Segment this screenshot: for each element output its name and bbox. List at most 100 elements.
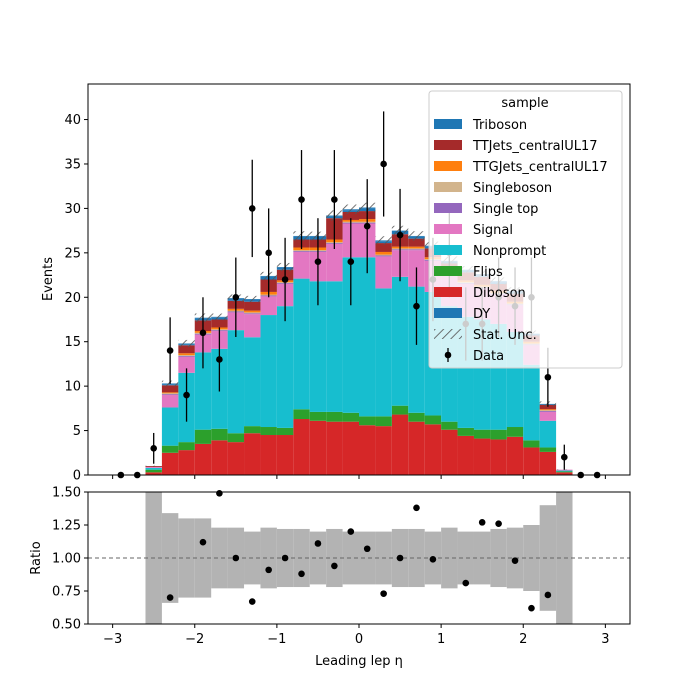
data-point-9 <box>265 208 272 298</box>
bar-Flips-27 <box>556 471 573 473</box>
legend-entry-Flips: Flips <box>434 265 503 280</box>
bar-Signal-27 <box>556 469 573 471</box>
legend-entry-TTGJets_centralUL17: TTGJets_centralUL17 <box>434 160 608 175</box>
bar-Diboson-14 <box>342 421 359 475</box>
bar-Diboson-27 <box>556 472 573 475</box>
stat-unc-band-8 <box>244 295 261 303</box>
bar-Diboson-24 <box>506 436 524 475</box>
ratio-band-6 <box>211 527 228 589</box>
ratio-y-axis: 0.50 0.75 1.00 1.25 1.50 <box>52 486 88 633</box>
ratio-point-10 <box>281 554 289 562</box>
bar-Nonprompt-10 <box>276 306 294 428</box>
bar-Flips-23 <box>490 429 507 440</box>
bar-Signal-16 <box>375 256 392 289</box>
bar-Flips-3 <box>161 445 179 453</box>
bar-Flips-14 <box>342 412 359 422</box>
data-point-27 <box>561 444 568 470</box>
main-y-axis: 0 5 10 15 20 25 30 35 40 <box>64 113 88 484</box>
main-y-tick-label-40: 40 <box>64 113 81 128</box>
svg-text:Data: Data <box>473 349 504 364</box>
bar-Flips-4 <box>178 442 195 451</box>
ratio-panel: 0.50 0.75 1.00 1.25 1.50 −3 −2 −1 0 1 2 3 Ratio Le… <box>29 486 631 669</box>
data-point-4 <box>183 368 190 422</box>
data-point-10 <box>281 237 289 322</box>
bar-Flips-13 <box>326 411 343 422</box>
bar-Flips-12 <box>309 411 327 421</box>
data-point-14 <box>347 218 355 306</box>
bar-Diboson-3 <box>161 452 179 475</box>
bar-Signal-2 <box>145 467 162 468</box>
ratio-point-13 <box>331 562 338 570</box>
bar-Diboson-9 <box>260 435 277 475</box>
bar-Single top-4 <box>178 355 195 357</box>
bar-Signal-11 <box>293 251 310 279</box>
bar-TTGJets_centralUL17-3 <box>161 392 179 394</box>
bar-Nonprompt-14 <box>342 257 359 413</box>
bar-Nonprompt-26 <box>539 420 557 448</box>
legend-entry-Signal: Signal <box>434 223 513 238</box>
bar-Flips-18 <box>408 412 425 422</box>
ratio-point-7 <box>232 554 240 562</box>
bar-Diboson-22 <box>473 438 491 475</box>
bar-Nonprompt-12 <box>309 281 327 412</box>
bar-Nonprompt-5 <box>194 352 212 430</box>
bar-Flips-26 <box>539 447 557 452</box>
x-axis-label: Leading lep η <box>315 654 403 669</box>
ratio-y-tick-label-1.25: 1.25 <box>52 519 81 534</box>
bar-Signal-3 <box>161 395 179 408</box>
ratio-band-3 <box>161 513 179 603</box>
data-point-7 <box>232 257 240 338</box>
bar-Diboson-10 <box>276 435 294 475</box>
bar-TTJets_centralUL17-26 <box>539 404 557 410</box>
bar-Nonprompt-9 <box>260 315 277 428</box>
bar-Single top-11 <box>293 251 310 252</box>
bar-Diboson-8 <box>244 433 261 475</box>
svg-text:Diboson: Diboson <box>473 286 526 301</box>
bar-Flips-10 <box>276 427 294 436</box>
bar-TTGJets_centralUL17-26 <box>539 409 557 411</box>
bar-Diboson-7 <box>227 442 245 475</box>
data-point-5 <box>199 297 207 369</box>
ratio-unc-bands <box>145 492 573 624</box>
bar-Singleboson-11 <box>293 250 310 252</box>
ratio-point-17 <box>396 554 404 562</box>
bar-TTGJets_centralUL17-8 <box>244 310 261 313</box>
main-y-tick-label-30: 30 <box>64 202 81 217</box>
bar-Diboson-6 <box>211 440 228 475</box>
bar-Signal-8 <box>244 314 261 338</box>
bar-Flips-7 <box>227 433 245 443</box>
data-point-15 <box>363 179 371 274</box>
ratio-band-21 <box>457 531 474 585</box>
stat-unc-band-14 <box>342 204 359 215</box>
bar-Nonprompt-8 <box>244 337 261 427</box>
legend: sample Triboson TTJets_centralUL17 TTGJets… <box>428 90 623 369</box>
ratio-point-16 <box>380 590 387 597</box>
data-point-17 <box>396 188 404 282</box>
ratio-point-14 <box>347 528 355 535</box>
bar-Flips-11 <box>293 409 310 420</box>
ratio-point-8 <box>248 598 256 605</box>
bar-Flips-19 <box>424 415 442 425</box>
ratio-point-6 <box>216 490 223 497</box>
svg-text:Signal: Signal <box>473 223 513 238</box>
legend-entry-Diboson: Diboson <box>434 286 526 301</box>
ratio-point-24 <box>511 557 519 564</box>
bar-TTJets_centralUL17-4 <box>178 345 195 354</box>
ratio-point-15 <box>363 545 371 553</box>
bar-Signal-4 <box>178 356 195 373</box>
bar-Single top-3 <box>161 394 179 396</box>
legend-entry-Triboson: Triboson <box>434 118 527 133</box>
bar-Flips-9 <box>260 427 277 436</box>
svg-text:Triboson: Triboson <box>472 118 527 133</box>
bar-Nonprompt-16 <box>375 288 392 417</box>
bar-Singleboson-18 <box>408 248 425 250</box>
ratio-y-tick-label-1.50: 1.50 <box>52 486 81 501</box>
bar-Nonprompt-13 <box>326 281 343 412</box>
stat-unc-band-16 <box>375 236 392 245</box>
data-point-11 <box>298 150 305 249</box>
ratio-point-12 <box>314 540 322 547</box>
x-tick-label-0: 0 <box>355 632 363 647</box>
bar-Diboson-17 <box>391 414 409 475</box>
bar-Diboson-16 <box>375 426 392 475</box>
